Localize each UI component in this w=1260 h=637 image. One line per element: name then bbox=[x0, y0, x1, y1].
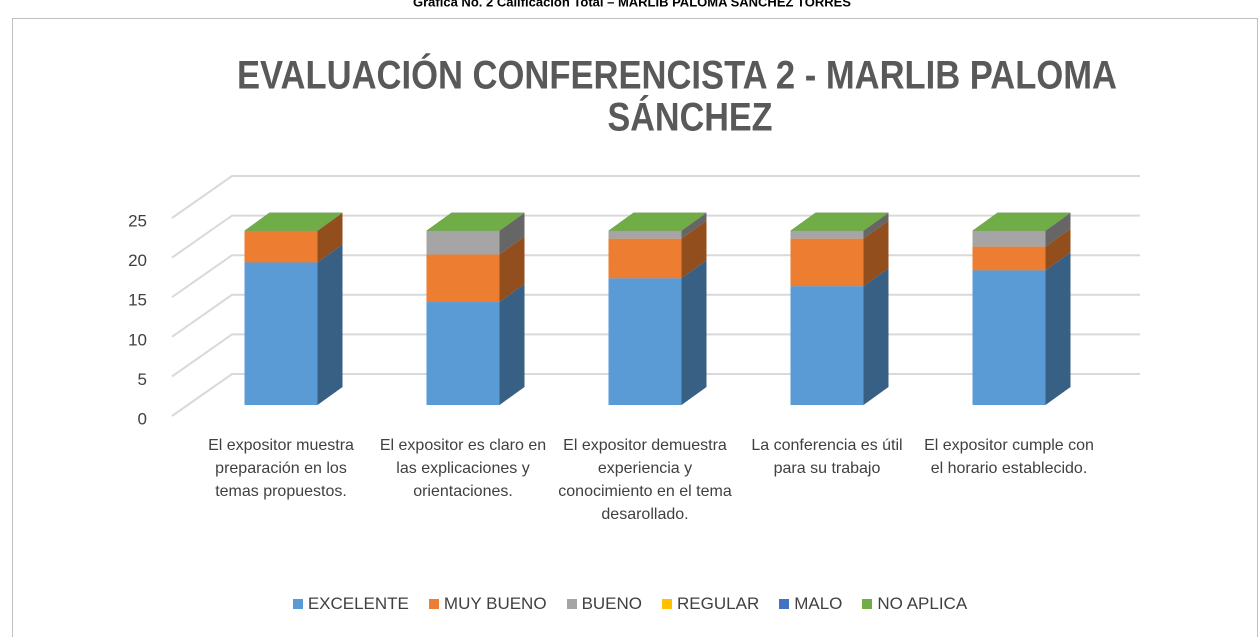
bar-side bbox=[317, 212, 343, 263]
chart-title: EVALUACIÓN CONFERENCISTA 2 - MARLIB PALO… bbox=[237, 52, 1117, 98]
header: Gráfica No. 2 Calificación Total – MARLI… bbox=[413, 0, 851, 9]
bar-segment bbox=[244, 212, 343, 231]
bar-segment bbox=[608, 212, 707, 231]
bar-side bbox=[863, 220, 889, 287]
bar-front bbox=[244, 230, 318, 263]
bar-segment bbox=[790, 268, 889, 405]
bar-side bbox=[499, 212, 525, 255]
legend-label: EXCELENTE bbox=[307, 594, 409, 613]
legend-item: REGULAR bbox=[662, 594, 759, 614]
legend-item: BUENO bbox=[566, 594, 643, 614]
bar-front bbox=[426, 230, 500, 255]
bar-segment bbox=[426, 284, 525, 405]
x-tick-label: El expositor muestra preparación en los … bbox=[208, 437, 354, 500]
x-tick-label: El expositor cumple con el horario estab… bbox=[924, 437, 1094, 477]
legend-item: EXCELENTE bbox=[292, 594, 409, 614]
y-tick-label: 20 bbox=[128, 251, 147, 270]
bar-side bbox=[1045, 228, 1071, 271]
legend-label: MUY BUENO bbox=[443, 594, 547, 613]
bar-top bbox=[790, 212, 889, 231]
legend-label: MALO bbox=[794, 594, 843, 613]
y-tick-label: 25 bbox=[128, 211, 147, 230]
legend-swatch bbox=[862, 599, 873, 609]
bar-front bbox=[790, 286, 864, 405]
y-tick-label: 10 bbox=[128, 330, 147, 349]
bar-side bbox=[499, 284, 525, 405]
legend-label: REGULAR bbox=[677, 594, 760, 613]
legend: EXCELENTE MUY BUENO BUENO REGULAR MALO NO APL… bbox=[0, 594, 1260, 614]
bar-front bbox=[426, 254, 500, 303]
legend-item: NO APLICA bbox=[862, 594, 967, 614]
bar-front bbox=[972, 230, 1046, 247]
x-tick-label: El expositor demuestra experiencia y con… bbox=[558, 437, 732, 523]
bar-side bbox=[681, 260, 707, 405]
y-tick-label: 15 bbox=[128, 291, 147, 310]
chart-title: SÁNCHEZ bbox=[608, 95, 773, 140]
legend-item: MALO bbox=[779, 594, 842, 614]
bar-front bbox=[790, 238, 864, 287]
grid-line bbox=[171, 175, 1140, 219]
bar-front bbox=[972, 246, 1046, 271]
legend-label: BUENO bbox=[581, 594, 643, 613]
bar-side bbox=[681, 212, 707, 239]
bar-front bbox=[608, 230, 682, 239]
bar-front bbox=[972, 270, 1046, 405]
legend-label: NO APLICA bbox=[877, 594, 968, 613]
y-tick-label: 0 bbox=[138, 409, 147, 428]
bar-side bbox=[1045, 252, 1071, 405]
bar-segment bbox=[244, 244, 343, 405]
legend-item: MUY BUENO bbox=[428, 594, 547, 614]
x-tick-label: La conferencia es útil para su trabajo bbox=[751, 437, 903, 477]
bar-segment bbox=[608, 260, 707, 405]
bar-top bbox=[426, 212, 525, 231]
legend-swatch bbox=[779, 599, 790, 609]
bar-top bbox=[608, 212, 707, 231]
bar-side bbox=[499, 236, 525, 303]
legend-swatch bbox=[428, 599, 439, 609]
bar-front bbox=[608, 278, 682, 405]
bar-segment bbox=[426, 212, 525, 231]
legend-swatch bbox=[566, 599, 577, 609]
bar-front bbox=[244, 262, 318, 405]
legend-swatch bbox=[662, 599, 673, 609]
bar-front bbox=[608, 238, 682, 279]
bar-side bbox=[863, 268, 889, 405]
bar-segment bbox=[790, 212, 889, 231]
bar-top bbox=[972, 212, 1071, 231]
chart-border bbox=[12, 18, 1258, 637]
bar-top bbox=[244, 212, 343, 231]
y-tick-label: 5 bbox=[138, 370, 147, 389]
bar-side bbox=[1045, 212, 1071, 247]
bar-segment bbox=[972, 212, 1071, 231]
bar-segment bbox=[972, 252, 1071, 405]
bar-front bbox=[426, 302, 500, 405]
bar-side bbox=[317, 244, 343, 405]
legend-swatch bbox=[292, 599, 303, 609]
bar-side bbox=[863, 212, 889, 239]
bar-front bbox=[790, 230, 864, 239]
bar-side bbox=[681, 220, 707, 279]
x-tick-label: El expositor es claro en las explicacion… bbox=[379, 437, 547, 500]
